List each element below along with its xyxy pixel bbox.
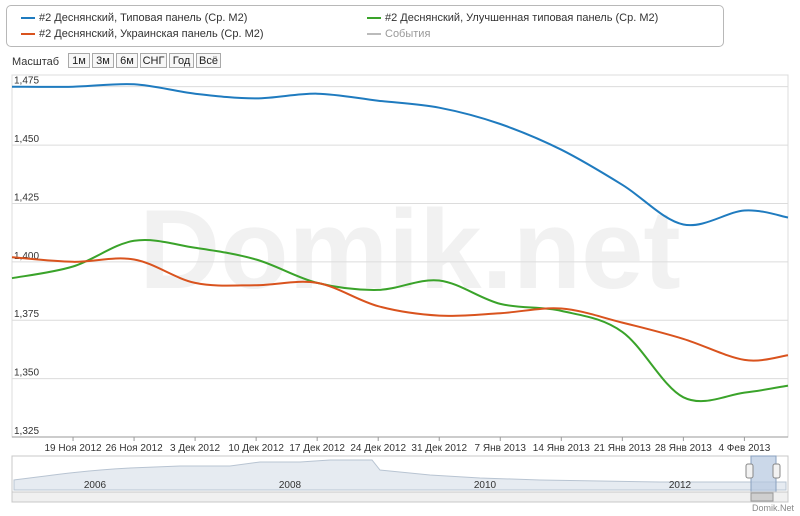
zoom-button-year[interactable]: Год [169, 53, 194, 68]
legend-item-tipovaya[interactable]: #2 Деснянский, Типовая панель (Ср. М2) [21, 12, 247, 24]
legend-swatch-green [367, 17, 381, 19]
navigator-label: 2006 [84, 480, 107, 491]
x-axis: 19 Ноя 2012 26 Ноя 2012 3 Дек 2012 10 Дек 2… [12, 436, 788, 454]
zoom-button-3m[interactable]: 3м [92, 53, 114, 68]
navigator-area [13, 459, 787, 491]
legend-label: #2 Деснянский, Улучшенная типовая панель… [385, 12, 659, 24]
legend-label: #2 Деснянский, Типовая панель (Ср. М2) [39, 12, 248, 24]
navigator-label: 2012 [669, 480, 692, 491]
x-tick-label: 10 Дек 2012 [228, 443, 284, 454]
y-tick-label: 1,400 [14, 251, 39, 262]
navigator-label: 2008 [279, 480, 302, 491]
watermark: Domik.net [139, 187, 680, 312]
legend-swatch-gray [367, 33, 381, 35]
x-tick-label: 7 Янв 2013 [475, 443, 527, 454]
navigator-handle-left[interactable] [745, 463, 754, 479]
zoom-button-6m[interactable]: 6м [116, 53, 138, 68]
x-tick-label: 21 Янв 2013 [594, 443, 651, 454]
series-lines [11, 83, 789, 403]
navigator[interactable]: 2006 2008 2010 2012 [11, 455, 789, 503]
legend-swatch-orange [21, 33, 35, 35]
zoom-button-all[interactable]: Всё [196, 53, 221, 68]
legend-label: #2 Деснянский, Украинская панель (Ср. М2… [39, 28, 264, 40]
x-tick-label: 24 Дек 2012 [350, 443, 406, 454]
zoom-button-sng[interactable]: СНГ [140, 53, 167, 68]
series-line-1 [11, 83, 789, 227]
navigator-label: 2010 [474, 480, 497, 491]
x-tick-label: 26 Ноя 2012 [106, 443, 164, 454]
x-tick-label: 17 Дек 2012 [289, 443, 345, 454]
y-tick-label: 1,425 [14, 192, 39, 203]
legend-label: События [385, 28, 431, 40]
y-tick-label: 1,325 [14, 426, 39, 437]
legend-item-uluchshennaya[interactable]: #2 Деснянский, Улучшенная типовая панель… [367, 12, 658, 24]
zoom-button-1m[interactable]: 1м [68, 53, 90, 68]
navigator-scrollbar-thumb[interactable] [750, 492, 774, 502]
series-line-2 [11, 239, 789, 403]
x-tick-label: 4 Фев 2013 [718, 443, 770, 454]
y-tick-label: 1,450 [14, 134, 39, 145]
navigator-scrollbar[interactable] [11, 491, 789, 503]
x-tick-label: 3 Дек 2012 [170, 443, 221, 454]
series-line-3 [11, 256, 789, 362]
y-axis: 1,325 1,350 1,375 1,400 1,425 1,450 1,475 [14, 76, 39, 437]
navigator-selection[interactable] [750, 455, 777, 493]
chart-legend: #2 Деснянский, Типовая панель (Ср. М2) #… [6, 5, 724, 47]
x-tick-label: 14 Янв 2013 [533, 443, 590, 454]
x-tick-label: 19 Ноя 2012 [44, 443, 102, 454]
zoom-label: Масштаб [12, 56, 60, 68]
x-tick-label: 31 Дек 2012 [411, 443, 467, 454]
x-tick-label: 28 Янв 2013 [655, 443, 712, 454]
navigator-labels: 2006 2008 2010 2012 [84, 480, 692, 491]
legend-item-ukrainskaya[interactable]: #2 Деснянский, Украинская панель (Ср. М2… [21, 28, 264, 40]
legend-item-events[interactable]: События [367, 28, 430, 40]
y-tick-label: 1,375 [14, 309, 39, 320]
navigator-handle-right[interactable] [772, 463, 781, 479]
credit-text: Domik.Net [751, 503, 794, 513]
legend-swatch-blue [21, 17, 35, 19]
y-tick-label: 1,475 [14, 76, 39, 87]
y-tick-label: 1,350 [14, 368, 39, 379]
